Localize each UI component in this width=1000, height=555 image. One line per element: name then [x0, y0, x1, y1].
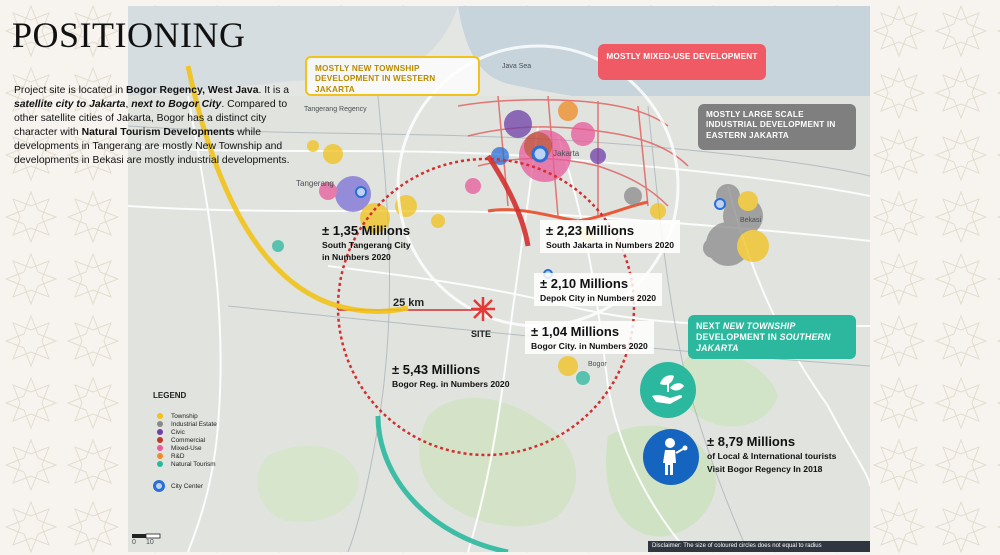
- mixed-arc: [485, 154, 531, 247]
- label-jakarta: Jakarta: [553, 149, 580, 158]
- legend-swatch: [157, 453, 163, 459]
- legend-swatch: [157, 413, 163, 419]
- callout-eastern-industrial: MOSTLY LARGE SCALE INDUSTRIAL DEVELOPMEN…: [698, 104, 856, 150]
- legend-item: Commercial: [153, 436, 273, 444]
- label-tangerang: Tangerang: [296, 179, 334, 188]
- legend-item: R&D: [153, 452, 273, 460]
- callout-mixed-use: MOSTLY MIXED-USE DEVELOPMENT: [598, 44, 766, 80]
- legend-item: Mixed-Use: [153, 444, 273, 452]
- label-tangerang-regency: Tangerang Regency: [304, 106, 367, 113]
- legend: LEGEND Township Industrial Estate Civic …: [153, 391, 273, 492]
- radius-label: 25 km: [393, 297, 425, 309]
- stat-bogor-regency: ± 5,43 Millions Bogor Reg. in Numbers 20…: [392, 362, 510, 389]
- callout-southern-township: NEXT NEW TOWNSHIP DEVELOPMENT IN SOUTHER…: [688, 315, 856, 359]
- tourist-icon: [643, 429, 699, 485]
- disclaimer: Disclaimer: The size of coloured circles…: [648, 541, 870, 552]
- legend-city-center: City Center: [153, 480, 273, 492]
- legend-swatch: [157, 429, 163, 435]
- city-center-icon: [153, 480, 165, 492]
- stat-south-jakarta: ± 2,23 Millions South Jakarta in Numbers…: [540, 220, 680, 253]
- township-arc: [185, 65, 409, 314]
- leaf-hand-icon: [640, 362, 696, 418]
- legend-item: Civic: [153, 428, 273, 436]
- legend-item: Township: [153, 412, 273, 420]
- site-star-icon: [471, 297, 495, 321]
- scale-ten: 10: [146, 539, 154, 546]
- label-java-sea: Java Sea: [502, 63, 531, 70]
- scale-bar: [132, 533, 161, 539]
- legend-title: LEGEND: [153, 391, 187, 400]
- legend-swatch: [157, 437, 163, 443]
- map-panel: Java Sea Jakarta Tangerang Tangerang Reg…: [128, 6, 870, 552]
- callout-western-township: MOSTLY NEW TOWNSHIP DEVELOPMENT IN WESTE…: [305, 56, 480, 96]
- natural-arc: [375, 415, 509, 552]
- legend-item: Industrial Estate: [153, 420, 273, 428]
- label-bogor: Bogor: [588, 361, 607, 368]
- intro-paragraph: Project site is located in Bogor Regency…: [14, 85, 290, 167]
- site-label: SITE: [471, 329, 492, 339]
- stat-bogor-city: ± 1,04 Millions Bogor City. in Numbers 2…: [525, 321, 654, 354]
- legend-swatch: [157, 461, 163, 467]
- legend-swatch: [157, 445, 163, 451]
- scale-zero: 0: [132, 539, 136, 546]
- page-title: POSITIONING: [12, 15, 246, 55]
- label-bekasi: Bekasi: [740, 217, 761, 224]
- stat-depok: ± 2,10 Millions Depok City in Numbers 20…: [534, 273, 663, 306]
- legend-swatch: [157, 421, 163, 427]
- stat-south-tangerang: ± 1,35 Millions South Tangerang City in …: [322, 223, 411, 262]
- stat-tourists: ± 8,79 Millions of Local & International…: [707, 434, 837, 475]
- legend-item: Natural Tourism: [153, 460, 273, 468]
